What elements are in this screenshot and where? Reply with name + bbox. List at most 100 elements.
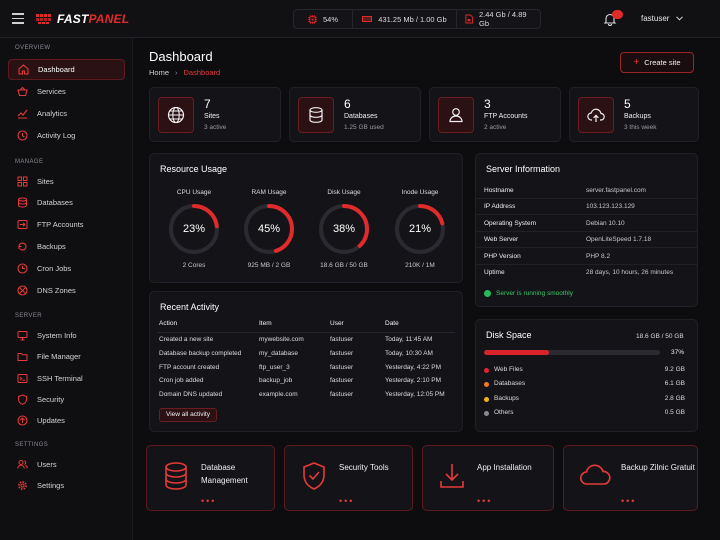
gauge-value: 45% (257, 223, 281, 235)
user-icon (449, 108, 463, 123)
table-row[interactable]: Created a new site mywebsite.com fastuse… (159, 336, 433, 343)
gauge-cpu: CPU Usage 23% 2 Cores (166, 189, 222, 269)
check-icon (484, 290, 491, 297)
stat-card-ftp-accounts[interactable]: 3 FTP Accounts 2 active (429, 87, 561, 142)
table-row[interactable]: Domain DNS updated example.com fastuser … (159, 391, 445, 398)
view-all-activity-button[interactable]: View all activity (159, 408, 217, 422)
sidebar-item-system-info[interactable]: System Info (8, 325, 125, 346)
more-dots-icon: ••• (477, 496, 493, 506)
cron-icon (17, 263, 28, 274)
cloud-upload-icon (587, 108, 605, 122)
memory-stat: 431.25 Mb / 1.00 Gb (352, 10, 456, 28)
memory-value: 431.25 Mb / 1.00 Gb (378, 14, 447, 24)
cloud-icon (580, 464, 611, 485)
sidebar-item-services[interactable]: Services (8, 81, 125, 102)
sidebar-item-ftp-accounts[interactable]: FTP Accounts (8, 214, 125, 235)
sidebar-section-server: SERVER (15, 313, 42, 319)
sidebar-item-backups[interactable]: Backups (8, 236, 125, 257)
disk-space-summary: 18.6 GB / 50 GB (636, 333, 684, 340)
server-info-card: Server Information (475, 153, 698, 307)
disk-stat: 2.44 Gb / 4.89 Gb (456, 10, 540, 28)
sidebar-item-file-manager[interactable]: File Manager (8, 346, 125, 367)
legend-dot (484, 382, 489, 387)
sidebar-item-databases[interactable]: Databases (8, 192, 125, 213)
sidebar-item-analytics[interactable]: Analytics (8, 103, 125, 124)
disk-space-title: Disk Space (486, 330, 532, 340)
sidebar-item-activity-log[interactable]: Activity Log (8, 125, 125, 146)
database-icon (309, 107, 323, 123)
sidebar-item-dashboard[interactable]: Dashboard (8, 59, 125, 80)
user-menu[interactable]: fastuser (641, 14, 684, 23)
sidebar-item-users[interactable]: Users (8, 454, 125, 475)
table-row[interactable]: Database backup completed my_database fa… (159, 350, 433, 357)
disk-space-card: Disk Space (475, 319, 698, 432)
sidebar-item-cron-jobs[interactable]: Cron Jobs (8, 258, 125, 279)
gauge-value: 38% (332, 223, 356, 235)
table-divider (157, 332, 455, 333)
database-icon (165, 462, 187, 490)
logo[interactable]: FASTPANEL (36, 11, 129, 27)
gauge-ring (395, 204, 445, 254)
column-header: Action (159, 320, 178, 327)
sidebar-section-settings: SETTINGS (15, 442, 49, 448)
stat-sub: 3 this week (624, 124, 657, 131)
breadcrumb-home[interactable]: Home (149, 68, 170, 77)
info-row-os: Operating System Debian 10.10 (475, 216, 698, 232)
gear-icon (18, 481, 27, 490)
updates-icon (17, 415, 28, 426)
quick-action-app-installation[interactable]: App Installation ••• (422, 445, 554, 511)
sidebar-item-sites[interactable]: Sites (8, 171, 125, 192)
column-header: User (330, 320, 344, 327)
database-icon (18, 197, 27, 208)
sidebar-item-updates[interactable]: Updates (8, 410, 125, 431)
stat-card-backups[interactable]: 5 Backups 3 this week (569, 87, 699, 142)
memory-icon (362, 16, 373, 22)
column-header: Item (259, 320, 272, 327)
stat-sub: 2 active (484, 124, 507, 131)
server-status: Server is running smoothly (484, 290, 573, 297)
sidebar (0, 38, 133, 540)
stat-number: 5 (624, 97, 631, 111)
more-dots-icon: ••• (201, 496, 217, 506)
stat-label: Backups (624, 113, 651, 120)
more-dots-icon: ••• (339, 496, 355, 506)
stat-number: 3 (484, 97, 491, 111)
grid-icon (17, 176, 28, 187)
table-row[interactable]: FTP account created ftp_user_3 fastuser … (159, 364, 442, 371)
stat-card-databases[interactable]: 6 Databases 1.25 GB used (289, 87, 421, 142)
gauge-arc (244, 204, 294, 254)
gauge-value: 21% (408, 223, 432, 235)
terminal-icon (17, 374, 28, 383)
stat-card-sites[interactable]: 7 Sites 3 active (149, 87, 281, 142)
quick-action-security-tools[interactable]: Security Tools ••• (284, 445, 413, 511)
sidebar-item-security[interactable]: Security (8, 389, 125, 410)
plus-icon: + (633, 56, 640, 68)
menu-icon[interactable] (12, 13, 24, 24)
sidebar-section-manage: MANAGE (15, 159, 44, 165)
analytics-icon (17, 109, 28, 119)
chevron-down-icon (676, 16, 684, 21)
table-row[interactable]: Cron job added backup_job fastuser Yeste… (159, 377, 442, 384)
gauge-arc (169, 204, 219, 254)
notification-badge[interactable] (612, 10, 623, 19)
username: fastuser (641, 14, 670, 23)
folder-icon (17, 353, 28, 361)
gauge-ring (244, 204, 294, 254)
gauge-arc (395, 204, 445, 254)
sidebar-item-ssh-terminal[interactable]: SSH Terminal (8, 368, 125, 389)
disk-value: 2.44 Gb / 4.89 Gb (479, 10, 527, 28)
sidebar-item-dns-zones[interactable]: DNS Zones (8, 280, 125, 301)
quick-action-backup-zilnic[interactable]: Backup Zilnic Gratuit ••• (563, 445, 698, 511)
info-row-uptime: Uptime 28 days, 10 hours, 26 minutes (484, 269, 674, 276)
legend-dot (484, 411, 489, 416)
create-site-button[interactable]: + Create site (620, 52, 694, 73)
quick-action-database-management[interactable]: Database Management ••• (146, 445, 275, 511)
sidebar-item-settings[interactable]: Settings (8, 475, 125, 496)
gauge-arc (319, 204, 369, 254)
legend-dot (484, 397, 489, 402)
disk-usage-bar (484, 350, 660, 355)
gauge-value: 23% (182, 223, 206, 235)
system-stats: 54% 431.25 Mb / 1.00 Gb 2.44 Gb / 4.89 G… (293, 9, 541, 29)
info-row-ip: IP Address 103.123.123.129 (475, 199, 698, 215)
gauge-ring (319, 204, 369, 254)
